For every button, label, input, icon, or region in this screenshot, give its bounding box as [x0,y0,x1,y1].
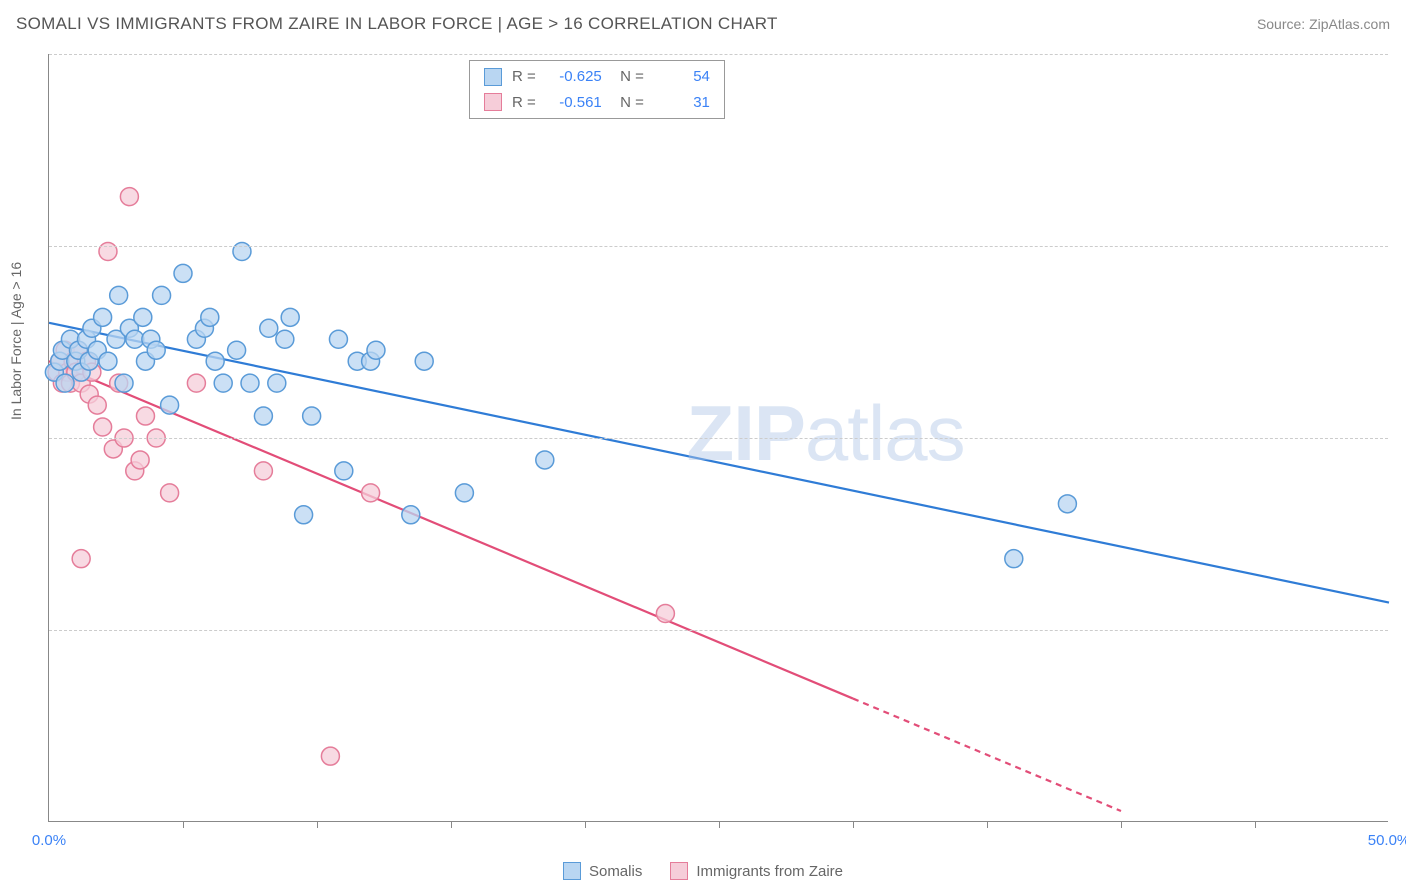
plot-area: ZIPatlas R = -0.625 N = 54 R = -0.561 N … [48,54,1388,822]
n-label: N = [612,90,644,116]
r-value-1: -0.625 [546,64,602,90]
n-label: N = [612,64,644,90]
x-tick-mark [1121,821,1122,828]
stats-row-1: R = -0.625 N = 54 [484,64,710,90]
x-tick-mark [451,821,452,828]
x-tick-mark [585,821,586,828]
x-tick-mark [853,821,854,828]
legend-swatch-pink [670,862,688,880]
n-value-1: 54 [654,64,710,90]
n-value-2: 31 [654,90,710,116]
header: SOMALI VS IMMIGRANTS FROM ZAIRE IN LABOR… [16,14,1390,34]
legend-item-2: Immigrants from Zaire [670,862,843,880]
legend-item-1: Somalis [563,862,642,880]
legend-swatch-blue [563,862,581,880]
gridline [49,630,1388,631]
x-tick-mark [987,821,988,828]
r-value-2: -0.561 [546,90,602,116]
gridline [49,54,1388,55]
stats-legend: R = -0.625 N = 54 R = -0.561 N = 31 [469,60,725,119]
gridline [49,246,1388,247]
source-label: Source: ZipAtlas.com [1257,16,1390,32]
x-tick-label: 0.0% [32,832,66,849]
x-tick-mark [183,821,184,828]
legend-label-1: Somalis [589,863,642,880]
swatch-pink [484,93,502,111]
swatch-blue [484,68,502,86]
x-tick-mark [317,821,318,828]
y-axis-label: In Labor Force | Age > 16 [8,262,24,420]
x-tick-mark [719,821,720,828]
x-tick-mark [1255,821,1256,828]
gridline [49,438,1388,439]
r-label: R = [512,64,536,90]
r-label: R = [512,90,536,116]
legend-label-2: Immigrants from Zaire [696,863,843,880]
x-tick-label: 50.0% [1368,832,1406,849]
stats-row-2: R = -0.561 N = 31 [484,90,710,116]
chart-title: SOMALI VS IMMIGRANTS FROM ZAIRE IN LABOR… [16,14,778,34]
bottom-legend: Somalis Immigrants from Zaire [0,862,1406,880]
